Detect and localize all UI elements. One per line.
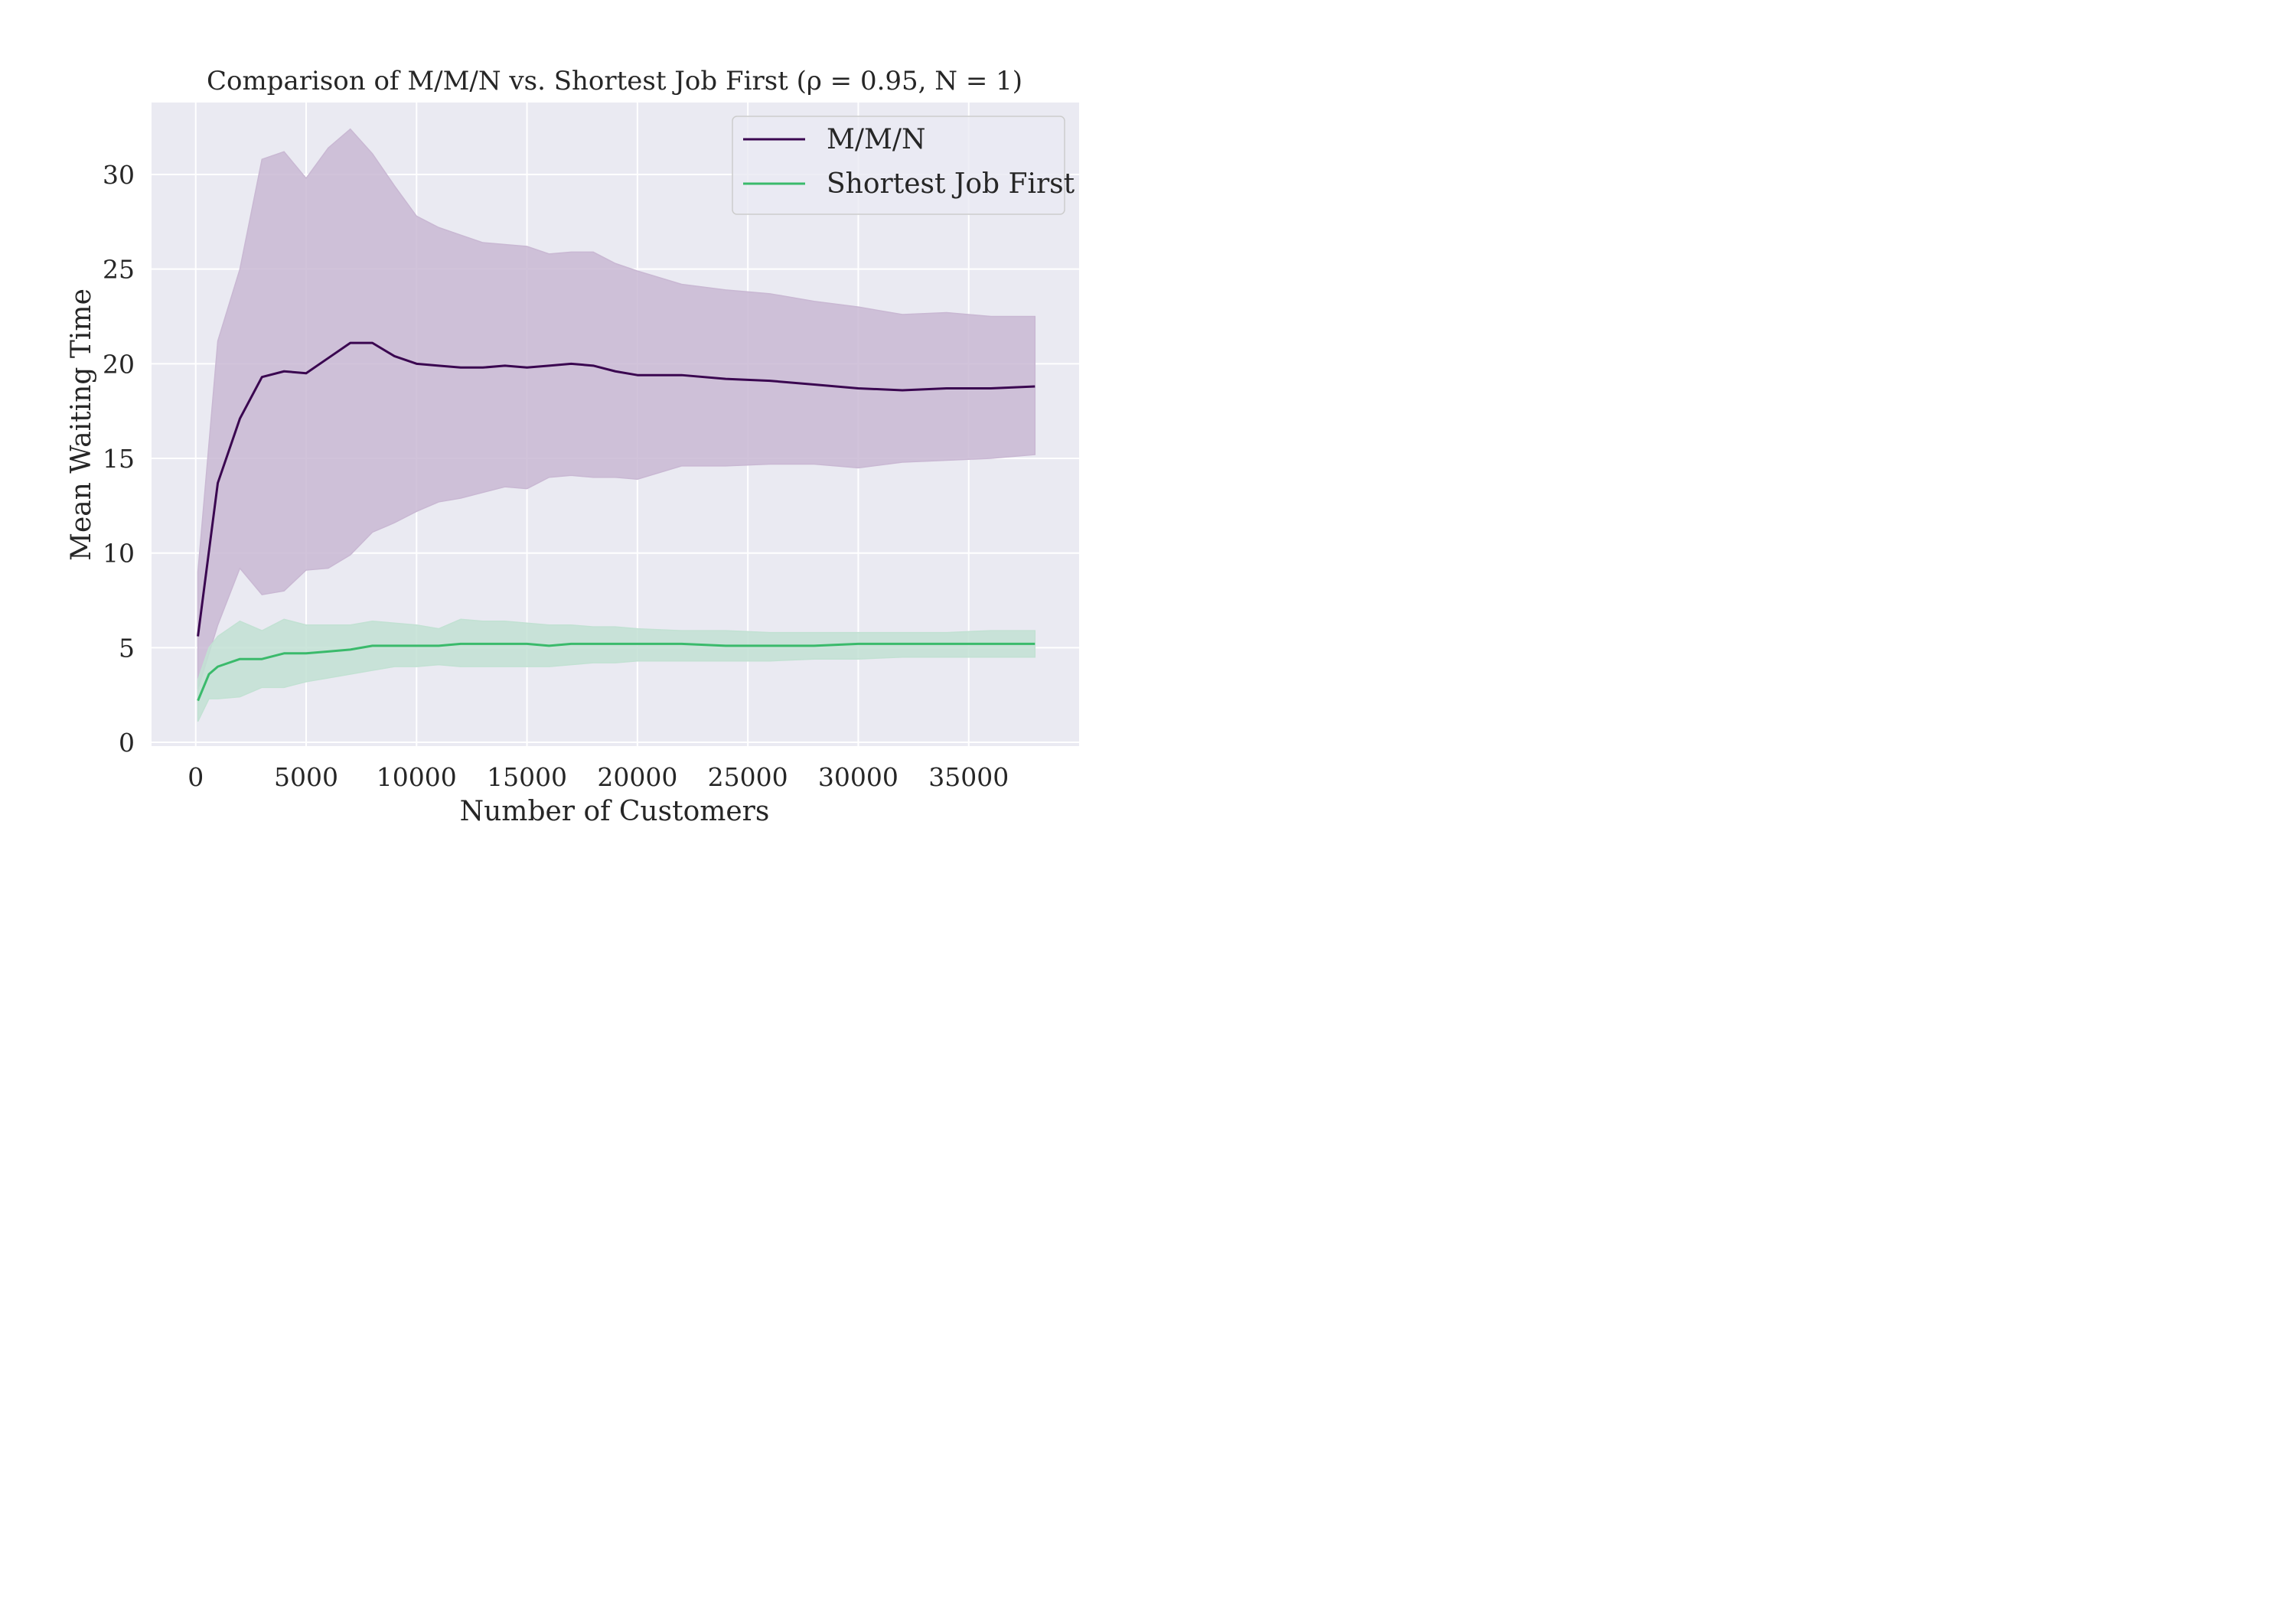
x-tick-label: 30000 [818,762,899,792]
chart: 0 5000 10000 15000 20000 25000 30000 35000 0 5 10… [0,0,1188,842]
y-tick-label: 25 [103,255,135,285]
y-tick-label: 20 [103,349,135,379]
band-m-m-n [197,128,1036,690]
x-tick-labels: 0 5000 10000 15000 20000 25000 30000 35000 [188,762,1009,792]
x-tick-label: 25000 [708,762,788,792]
line-m-m-n [197,341,1035,637]
x-tick-label: 35000 [928,762,1009,792]
legend-label-mmn: M/M/N [827,124,925,155]
x-tick-label: 0 [188,762,204,792]
y-tick-label: 5 [119,633,135,663]
chart-title: Comparison of M/M/N vs. Shortest Job Fir… [207,66,1022,96]
series-lines [197,341,1035,702]
legend: M/M/N Shortest Job First [732,116,1075,215]
line-shortest-job-first [197,642,1035,702]
y-tick-labels: 0 5 10 15 20 25 30 [103,160,135,758]
x-axis-label: Number of Customers [460,796,770,827]
y-tick-label: 0 [119,728,135,758]
legend-box [732,116,1065,215]
y-tick-label: 10 [103,539,135,569]
x-tick-label: 10000 [377,762,457,792]
legend-label-sjf: Shortest Job First [827,168,1075,200]
y-tick-label: 15 [103,444,135,474]
x-tick-label: 5000 [274,762,338,792]
x-tick-label: 20000 [597,762,677,792]
y-axis-label: Mean Waiting Time [66,288,97,561]
x-tick-label: 15000 [487,762,567,792]
y-tick-label: 30 [103,160,135,190]
